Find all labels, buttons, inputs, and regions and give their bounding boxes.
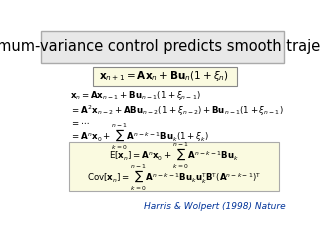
- Text: Minimum-variance control predicts smooth trajectory.: Minimum-variance control predicts smooth…: [0, 39, 320, 54]
- Text: Harris & Wolpert (1998) Nature: Harris & Wolpert (1998) Nature: [144, 202, 285, 211]
- FancyBboxPatch shape: [41, 31, 284, 63]
- FancyBboxPatch shape: [68, 142, 279, 191]
- Text: $= \mathbf{A}^n\mathbf{x}_0 + \sum_{k=0}^{n-1}\mathbf{A}^{n-k-1}\mathbf{Bu}_k\le: $= \mathbf{A}^n\mathbf{x}_0 + \sum_{k=0}…: [70, 122, 209, 152]
- FancyBboxPatch shape: [93, 67, 237, 86]
- Text: $\mathbf{x}_n = \mathbf{Ax}_{n-1} + \mathbf{Bu}_{n-1}\left(1 + \xi_{n-1}\right)$: $\mathbf{x}_n = \mathbf{Ax}_{n-1} + \mat…: [70, 89, 201, 102]
- Text: $\mathbf{x}_{n+1} = \mathbf{Ax}_n + \mathbf{Bu}_n\left(1 + \xi_n\right)$: $\mathbf{x}_{n+1} = \mathbf{Ax}_n + \mat…: [99, 69, 229, 84]
- Text: $\mathrm{E}\left[\mathbf{x}_n\right] = \mathbf{A}^n\mathbf{x}_0 + \sum_{k=0}^{n-: $\mathrm{E}\left[\mathbf{x}_n\right] = \…: [109, 141, 239, 171]
- Text: $= \mathbf{A}^2\mathbf{x}_{n-2} + \mathbf{ABu}_{n-2}\left(1 + \xi_{n-2}\right) +: $= \mathbf{A}^2\mathbf{x}_{n-2} + \mathb…: [70, 103, 284, 118]
- Text: $= \cdots$: $= \cdots$: [70, 119, 90, 127]
- Text: $\mathrm{Cov}\left[\mathbf{x}_n\right] = \sum_{k=0}^{n-1}\mathbf{A}^{n-k-1}\math: $\mathrm{Cov}\left[\mathbf{x}_n\right] =…: [87, 162, 261, 192]
